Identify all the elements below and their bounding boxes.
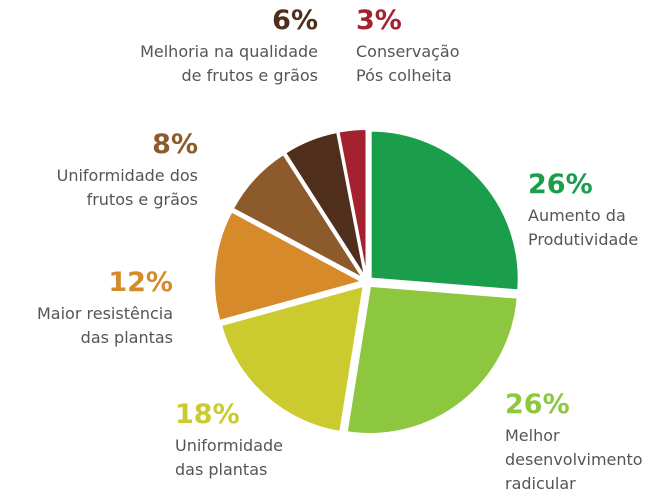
value-label: 6% — [272, 5, 318, 36]
value-label: 12% — [108, 267, 173, 298]
pie-slice — [369, 129, 520, 292]
category-label: Melhor desenvolvimento radicular — [505, 426, 643, 493]
category-label: Conservação Pós colheita — [356, 42, 460, 85]
value-label: 26% — [528, 169, 593, 200]
value-label: 3% — [356, 5, 402, 36]
pie-slice — [337, 128, 368, 278]
category-label: Maior resistência das plantas — [37, 304, 173, 347]
category-label: Uniformidade dos frutos e grãos — [56, 166, 198, 209]
pie-slice — [231, 152, 367, 282]
pie-slice — [345, 284, 519, 435]
category-label: Melhoria na qualidade de frutos e grãos — [140, 42, 318, 85]
value-label: 26% — [505, 389, 570, 420]
category-label: Uniformidade das plantas — [175, 436, 284, 479]
pie-slice — [213, 210, 365, 323]
pie-slice — [219, 284, 365, 434]
value-label: 8% — [152, 129, 198, 160]
value-label: 18% — [175, 399, 240, 430]
pie-slice — [283, 130, 367, 278]
category-label: Aumento da Produtividade — [528, 206, 639, 249]
